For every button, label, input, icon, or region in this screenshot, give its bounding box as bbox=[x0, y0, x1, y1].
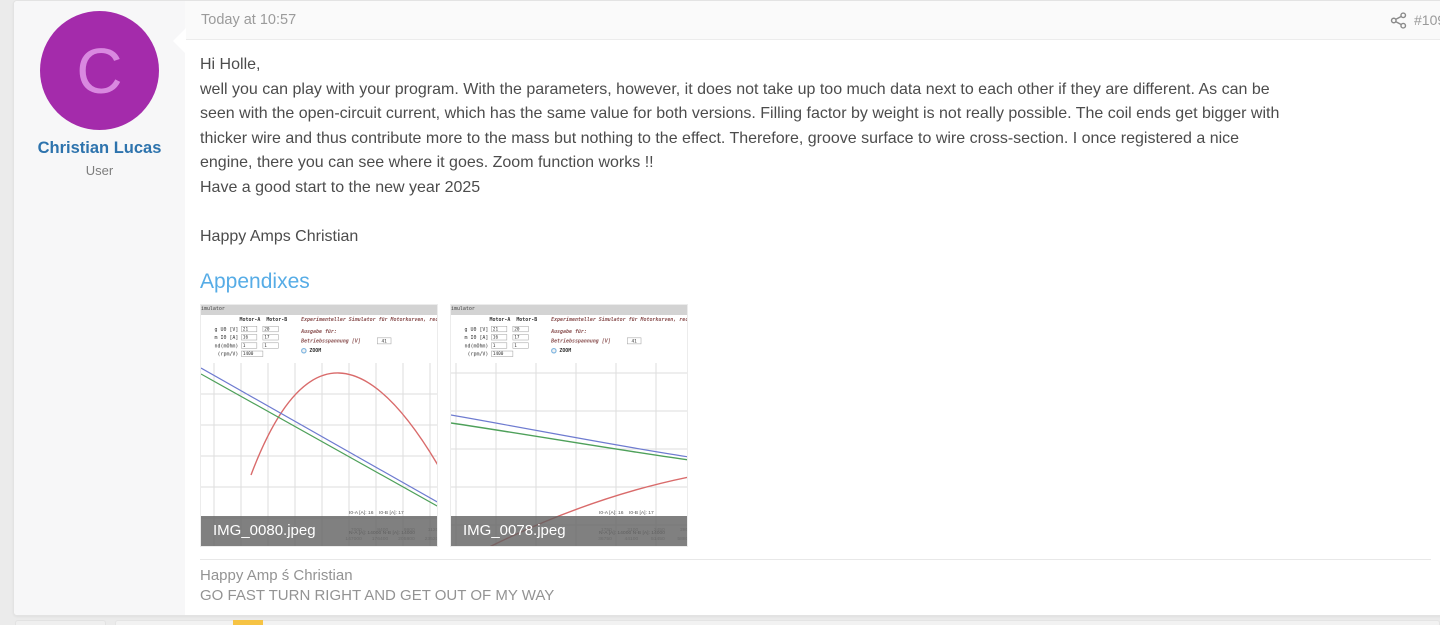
sim-column-headers: Motor-A Motor-B bbox=[239, 317, 288, 323]
sim-voltage-label: Betriebsspannung [V] bbox=[301, 338, 361, 345]
sim-window-title: simulator bbox=[450, 306, 475, 312]
sim-output-label: Ausgabe für: bbox=[551, 329, 587, 335]
efficiency-line-green bbox=[451, 422, 687, 461]
power-curve-red bbox=[250, 372, 437, 476]
sim-input: 20 bbox=[512, 326, 529, 333]
post-number-link[interactable]: #1095 bbox=[1414, 12, 1440, 28]
sim-column-headers: Motor-A Motor-B bbox=[489, 317, 538, 323]
message-bubble-pointer bbox=[173, 28, 186, 54]
sim-input: 1 bbox=[512, 342, 529, 349]
sim-input: 1400 bbox=[491, 350, 514, 357]
post-header: Today at 10:57 #1095 bbox=[185, 1, 1440, 40]
sim-row-label: g U0 [V] bbox=[464, 327, 489, 333]
sim-zoom-label: ZOOM bbox=[559, 348, 572, 354]
sim-row-label: g U0 [V] bbox=[214, 327, 239, 333]
post-author-sidebar: C Christian Lucas User bbox=[14, 1, 185, 615]
signature-line-2: GO FAST TURN RIGHT AND GET OUT OF MY WAY bbox=[200, 586, 555, 604]
post-card: C Christian Lucas User Today at 10:57 #1… bbox=[13, 0, 1440, 616]
author-name-link[interactable]: Christian Lucas bbox=[37, 139, 162, 157]
sim-voltage-value: 41 bbox=[377, 337, 392, 345]
sim-row-label: nd(mOhm) bbox=[464, 343, 489, 350]
sim-row-label: nd(mOhm) bbox=[214, 343, 239, 350]
body-line: engine, there you can see where it goes.… bbox=[200, 154, 654, 171]
sim-window-titlebar: simulator bbox=[201, 305, 437, 315]
avatar-initial: C bbox=[76, 34, 123, 107]
sim-input: 21 bbox=[491, 326, 508, 333]
author-role: User bbox=[85, 163, 114, 178]
sim-input: 1 bbox=[262, 342, 279, 349]
body-line: Have a good start to the new year 2025 bbox=[200, 178, 481, 196]
sim-input: 17 bbox=[262, 334, 279, 341]
body-closing: Happy Amps Christian bbox=[200, 227, 359, 245]
attachment-thumbnail-1[interactable]: simulator Motor-A Motor-B g U0 [V] 21 20… bbox=[200, 304, 438, 547]
post-timestamp-link[interactable]: Today at 10:57 bbox=[201, 12, 297, 28]
sim-zoom-label: ZOOM bbox=[309, 348, 322, 354]
sim-input: 1 bbox=[491, 342, 508, 349]
sim-row-label: m I0 [A] bbox=[464, 335, 489, 341]
attachment-thumbnail-2[interactable]: simulator Motor-A Motor-B g U0 [V] 21 20… bbox=[450, 304, 688, 547]
current-line-blue bbox=[451, 414, 687, 458]
body-line: thicker wire and thus contribute more to… bbox=[200, 129, 1240, 147]
current-line-blue bbox=[201, 367, 437, 503]
sim-row-label: m I0 [A] bbox=[214, 335, 239, 341]
sim-zoom-radio bbox=[551, 348, 557, 354]
sim-form-panel: Motor-A Motor-B g U0 [V] 21 20 m I0 [A] … bbox=[201, 315, 438, 363]
sim-form-panel: Motor-A Motor-B g U0 [V] 21 20 m I0 [A] … bbox=[451, 315, 688, 363]
appendixes-heading: Appendixes bbox=[200, 270, 310, 293]
sim-zoom-radio bbox=[301, 348, 307, 354]
sim-output-label: Ausgabe für: bbox=[301, 329, 337, 335]
sim-input: 17 bbox=[512, 334, 529, 341]
signature: Happy Amp ś Christian GO FAST TURN RIGHT… bbox=[200, 559, 1431, 605]
body-line: well you can play with your program. Wit… bbox=[200, 80, 1270, 98]
attachments-row: simulator Motor-A Motor-B g U0 [V] 21 20… bbox=[200, 304, 1440, 547]
post-content: Today at 10:57 #1095 Hi Holle, well you … bbox=[173, 1, 1440, 615]
next-element-pill bbox=[115, 620, 1440, 625]
share-icon[interactable] bbox=[1390, 12, 1407, 29]
sim-row-label: (rpm/V) bbox=[467, 351, 489, 358]
attachment-filename: IMG_0078.jpeg bbox=[451, 516, 687, 546]
power-curve-red bbox=[489, 476, 687, 546]
sim-input: 1400 bbox=[241, 350, 264, 357]
sim-input: 16 bbox=[491, 334, 508, 341]
sim-input: 20 bbox=[262, 326, 279, 333]
sim-input: 16 bbox=[241, 334, 258, 341]
sim-input: 21 bbox=[241, 326, 258, 333]
sim-app-title: Experimenteller Simulator für Motorkurve… bbox=[301, 317, 438, 323]
signature-line-1: Happy Amp ś Christian bbox=[200, 567, 353, 584]
next-element-accent bbox=[233, 620, 263, 625]
efficiency-line-green bbox=[201, 373, 437, 507]
sim-window-title: simulator bbox=[200, 306, 225, 312]
sim-window-titlebar: simulator bbox=[451, 305, 687, 315]
avatar[interactable]: C bbox=[40, 11, 159, 130]
sim-app-title: Experimenteller Simulator für Motorkurve… bbox=[551, 317, 688, 323]
sim-input: 1 bbox=[241, 342, 258, 349]
body-line: Hi Holle, bbox=[200, 56, 261, 73]
sim-row-label: (rpm/V) bbox=[217, 351, 239, 358]
next-element-pill bbox=[15, 620, 106, 625]
sim-voltage-label: Betriebsspannung [V] bbox=[551, 338, 611, 345]
sim-voltage-value: 41 bbox=[627, 337, 642, 345]
post-body: Hi Holle, well you can play with your pr… bbox=[185, 40, 1440, 605]
body-line: seen with the open-circuit current, whic… bbox=[200, 105, 1280, 122]
attachment-filename: IMG_0080.jpeg bbox=[201, 516, 437, 546]
